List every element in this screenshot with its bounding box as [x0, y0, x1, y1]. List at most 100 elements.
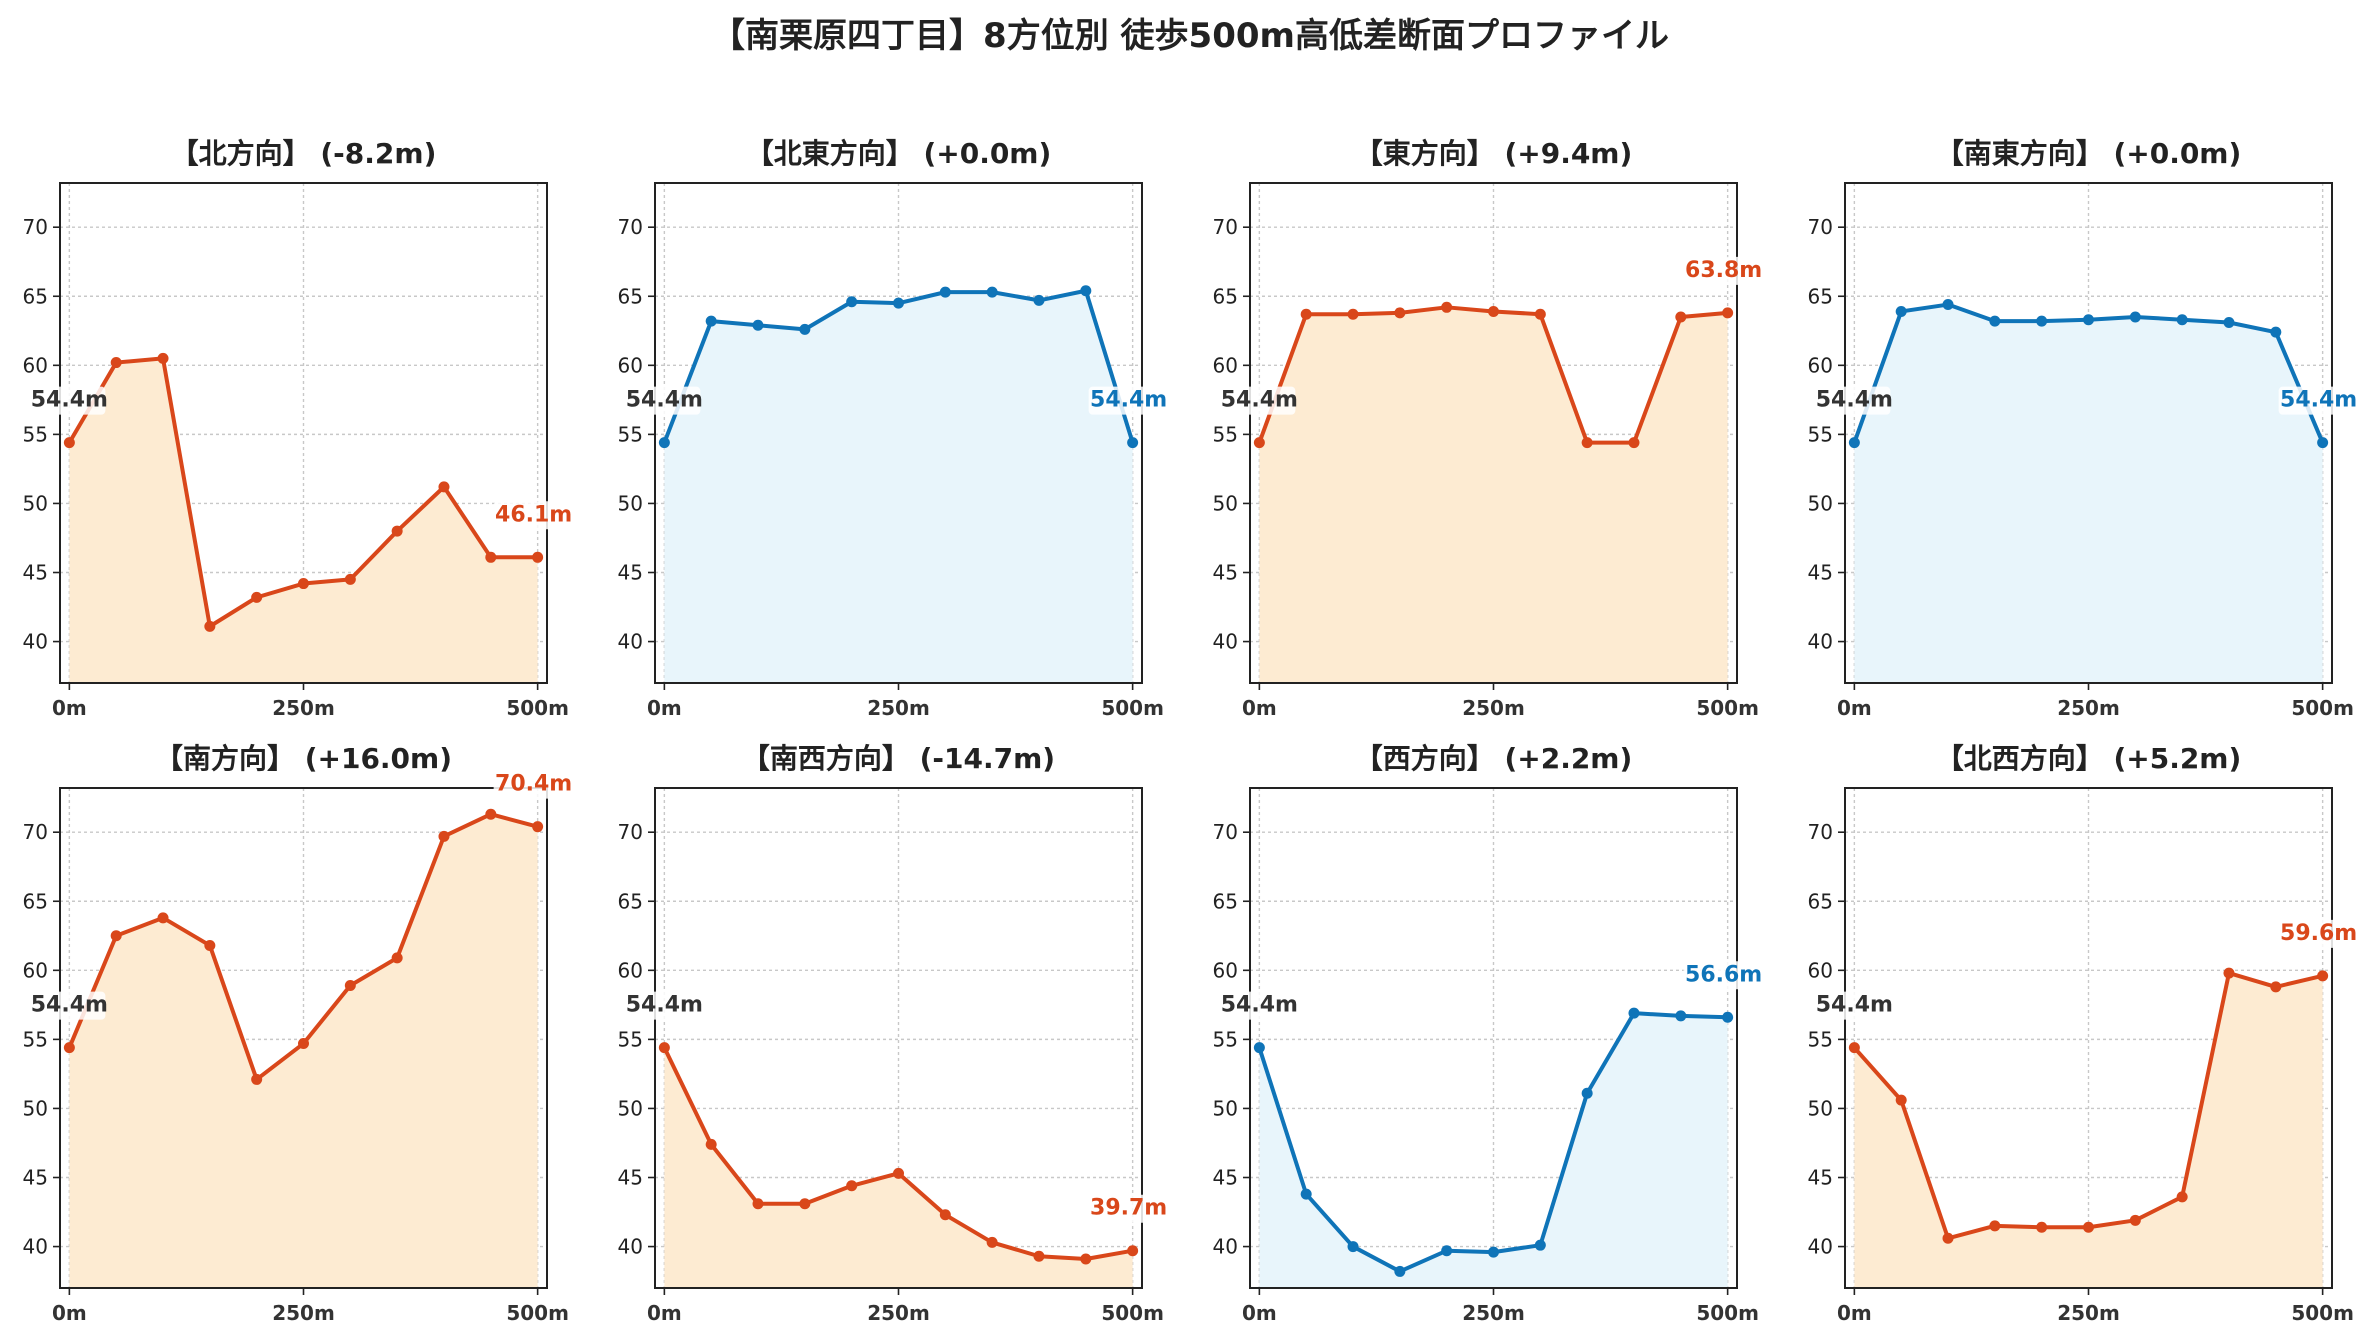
x-tick-label: 0m	[1242, 696, 1277, 720]
y-tick-label: 55	[618, 1027, 643, 1051]
start-label: 54.4m	[1221, 388, 1298, 413]
subplot-6: 【南西方向】 (-14.7m) 40 45 50 55 60 65 70 0m 250m 500m 5…	[618, 742, 1169, 1325]
x-tick-label: 500m	[2291, 696, 2354, 720]
data-point	[110, 357, 122, 369]
end-label: 63.8m	[1685, 258, 1762, 283]
data-point	[705, 1138, 717, 1150]
end-label: 54.4m	[1090, 388, 1167, 413]
x-tick-label: 500m	[1101, 696, 1164, 720]
area-fill	[1854, 304, 2323, 683]
data-point	[2317, 437, 2329, 449]
data-point	[485, 551, 497, 563]
data-point	[2129, 311, 2141, 323]
y-tick-label: 40	[618, 630, 643, 654]
y-tick-label: 70	[23, 215, 48, 239]
y-tick-label: 65	[618, 889, 643, 913]
data-point	[1394, 307, 1406, 319]
y-tick-label: 40	[1213, 630, 1238, 654]
start-label-bg	[33, 386, 106, 415]
data-point	[1300, 308, 1312, 320]
data-point	[1300, 1188, 1312, 1200]
y-tick-label: 55	[1213, 422, 1238, 446]
data-point	[1675, 311, 1687, 323]
y-tick-label: 45	[1808, 561, 1833, 585]
x-tick-label: 250m	[867, 1301, 930, 1325]
x-tick-label: 250m	[1462, 696, 1525, 720]
y-tick-label: 60	[1213, 353, 1238, 377]
data-point	[110, 930, 122, 942]
data-point	[2317, 970, 2329, 982]
end-label-bg	[1683, 256, 1764, 285]
start-label: 54.4m	[626, 388, 703, 413]
y-tick-label: 45	[1213, 1166, 1238, 1190]
start-label-bg	[1818, 386, 1891, 415]
y-tick-label: 50	[618, 491, 643, 515]
subplot-5: 【南方向】 (+16.0m) 40 45 50 55 60 65 70 0m 250m 500m 54…	[23, 742, 574, 1325]
data-point	[63, 437, 75, 449]
data-point	[1581, 437, 1593, 449]
x-tick-label: 500m	[506, 1301, 569, 1325]
y-tick-label: 50	[23, 491, 48, 515]
data-point	[344, 980, 356, 992]
data-point	[2036, 1221, 2048, 1233]
data-point	[1989, 1220, 2001, 1232]
data-point	[2083, 1221, 2094, 1233]
data-point	[799, 323, 811, 335]
end-label-bg	[1088, 386, 1169, 415]
x-tick-label: 0m	[1837, 1301, 1872, 1325]
start-label-bg	[628, 386, 701, 415]
data-point	[1722, 1011, 1734, 1023]
data-point	[752, 319, 764, 331]
x-tick-label: 250m	[2057, 696, 2120, 720]
y-tick-label: 60	[23, 353, 48, 377]
data-point	[2176, 314, 2188, 326]
end-label: 54.4m	[2280, 388, 2357, 413]
data-point	[1488, 1246, 1499, 1258]
end-label-bg	[2278, 386, 2359, 415]
data-point	[157, 352, 169, 364]
y-tick-label: 40	[1808, 630, 1833, 654]
y-tick-label: 70	[1213, 215, 1238, 239]
y-tick-label: 60	[618, 353, 643, 377]
data-point	[705, 315, 717, 327]
data-point	[204, 939, 216, 951]
data-point	[532, 821, 544, 833]
data-point	[1441, 301, 1453, 313]
data-point	[893, 1167, 904, 1179]
y-tick-label: 70	[1213, 820, 1238, 844]
data-point	[939, 1209, 951, 1221]
y-tick-label: 65	[23, 889, 48, 913]
y-tick-label: 60	[23, 958, 48, 982]
data-point	[204, 620, 216, 632]
y-tick-label: 45	[1213, 561, 1238, 585]
y-tick-label: 60	[618, 958, 643, 982]
start-label-bg	[1818, 991, 1891, 1020]
data-point	[1895, 1094, 1907, 1106]
data-point	[893, 297, 904, 309]
figure-title: 【南栗原四丁目】8方位別 徒歩500m高低差断面プロファイル	[711, 16, 1669, 56]
data-point	[1895, 305, 1907, 317]
data-point	[2223, 967, 2235, 979]
y-tick-label: 65	[618, 284, 643, 308]
data-point	[157, 912, 169, 924]
start-label-bg	[33, 991, 106, 1020]
y-tick-label: 50	[23, 1096, 48, 1120]
y-tick-label: 40	[1808, 1235, 1833, 1259]
y-tick-label: 50	[1808, 1096, 1833, 1120]
subplot-title: 【北西方向】 (+5.2m)	[1936, 742, 2242, 775]
y-tick-label: 40	[23, 1235, 48, 1259]
end-label: 39.7m	[1090, 1196, 1167, 1221]
area-fill	[1854, 973, 2323, 1288]
y-tick-label: 50	[618, 1096, 643, 1120]
y-tick-label: 60	[1808, 958, 1833, 982]
data-point	[1347, 1241, 1359, 1253]
data-point	[986, 1236, 998, 1248]
subplot-title: 【南東方向】 (+0.0m)	[1936, 137, 2242, 170]
end-label-bg	[1088, 1194, 1169, 1223]
y-tick-label: 65	[1808, 889, 1833, 913]
data-point	[63, 1042, 75, 1054]
start-label-bg	[1223, 991, 1296, 1020]
y-tick-label: 55	[1213, 1027, 1238, 1051]
data-point	[1127, 1245, 1139, 1257]
data-point	[2129, 1214, 2141, 1226]
